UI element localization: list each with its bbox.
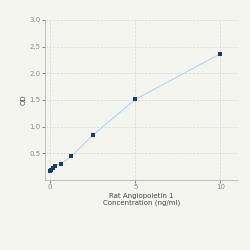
Point [218,52,222,56]
Point [54,164,58,168]
Point [70,154,73,158]
Point [50,168,54,172]
Point [133,98,137,102]
Point [48,169,52,173]
X-axis label: Rat Angiopoietin 1
Concentration (ng/ml): Rat Angiopoietin 1 Concentration (ng/ml) [103,193,180,206]
Point [91,133,95,137]
Point [59,162,63,166]
Point [51,166,55,170]
Y-axis label: OD: OD [21,95,27,105]
